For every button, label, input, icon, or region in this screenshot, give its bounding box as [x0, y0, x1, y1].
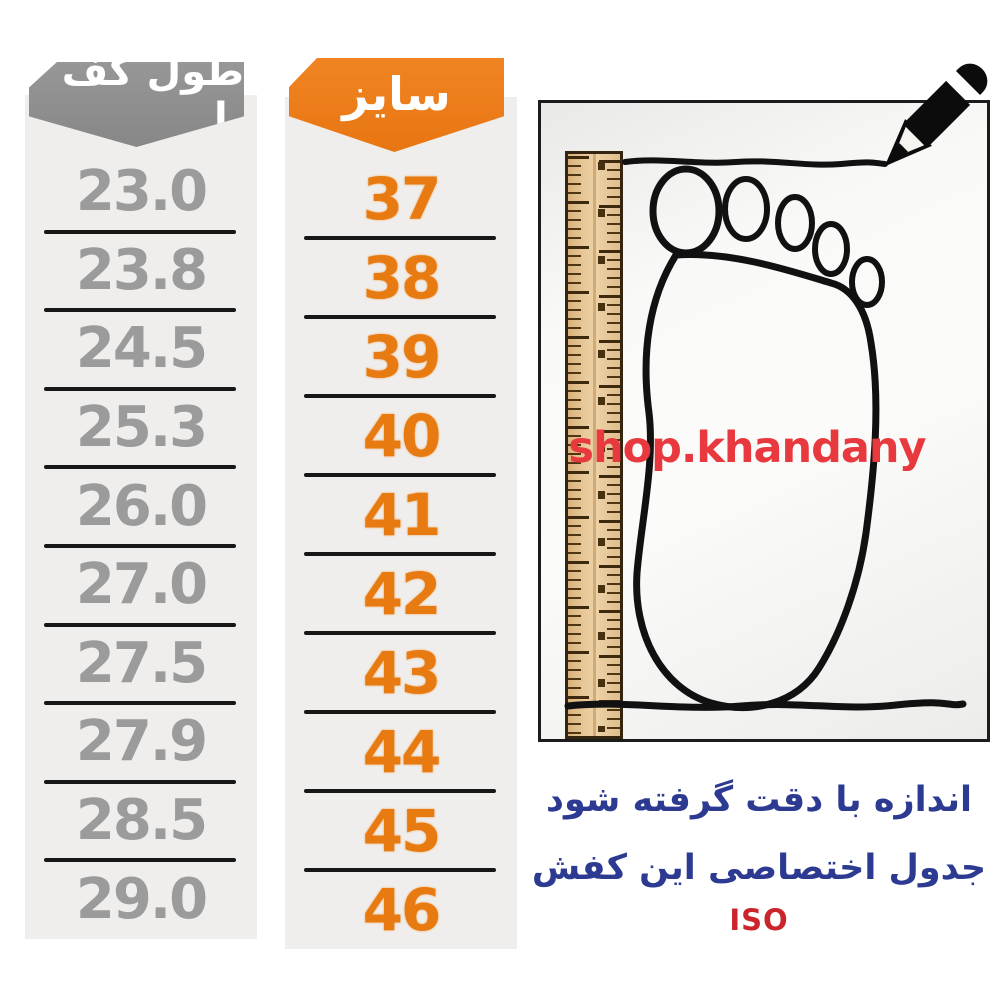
table-row: 24.5 — [25, 310, 257, 391]
note-measure-carefully: اندازه با دقت گرفته شود — [546, 780, 972, 820]
foot-outline-icon — [564, 157, 967, 712]
foot-length-value: 24.5 — [75, 316, 208, 382]
table-row: 44 — [285, 712, 517, 793]
size-header-label: سایز — [342, 67, 451, 121]
size-value: 44 — [362, 717, 442, 786]
pencil-icon — [884, 63, 988, 167]
foot-length-value: 27.9 — [75, 709, 208, 775]
sketch-line-bottom — [564, 699, 967, 711]
table-row: 41 — [285, 475, 517, 556]
foot-length-value: 23.8 — [75, 237, 208, 303]
notes: اندازه با دقت گرفته شود جدول اختصاصی این… — [528, 766, 990, 937]
size-value: 39 — [362, 322, 442, 391]
table-row: 46 — [285, 870, 517, 949]
size-value: 43 — [362, 638, 442, 707]
size-values: 37 38 39 40 41 42 43 44 45 46 — [285, 97, 517, 949]
measurement-illustration-card: shop.khandany — [538, 63, 990, 742]
size-value: 40 — [362, 401, 442, 470]
table-row: 43 — [285, 633, 517, 714]
size-column: سایز 37 38 39 40 41 42 43 44 45 46 — [285, 58, 517, 949]
ruler-icon — [565, 151, 623, 739]
table-row: 28.5 — [25, 782, 257, 862]
foot-length-column: طول کف پا 23.0 23.8 24.5 25.3 26.0 27.0 … — [25, 62, 257, 939]
table-row: 27.5 — [25, 625, 257, 705]
table-row: 39 — [285, 317, 517, 398]
sketch-line-top — [622, 157, 888, 168]
table-row: 38 — [285, 238, 517, 319]
size-value: 41 — [362, 480, 442, 549]
size-value: 42 — [362, 559, 442, 628]
table-row: 26.0 — [25, 467, 257, 548]
table-row: 40 — [285, 396, 517, 477]
foot-length-value: 23.0 — [75, 159, 208, 225]
size-value: 46 — [362, 875, 442, 944]
foot-length-value: 28.5 — [75, 788, 208, 854]
table-row: 27.9 — [25, 703, 257, 784]
size-value: 38 — [362, 243, 442, 312]
foot-length-value: 26.0 — [75, 473, 208, 539]
table-row: 25.3 — [25, 389, 257, 469]
table-row: 37 — [285, 159, 517, 240]
table-row: 27.0 — [25, 546, 257, 627]
foot-length-value: 27.5 — [75, 630, 208, 696]
table-row: 42 — [285, 554, 517, 635]
size-value: 45 — [362, 796, 442, 865]
foot-length-value: 27.0 — [75, 552, 208, 618]
table-row: 29.0 — [25, 860, 257, 939]
table-row: 23.8 — [25, 232, 257, 312]
foot-length-values: 23.0 23.8 24.5 25.3 26.0 27.0 27.5 27.9 … — [25, 95, 257, 939]
iso-label: ISO — [729, 902, 789, 937]
table-row: 45 — [285, 791, 517, 872]
foot-length-value: 29.0 — [75, 866, 208, 932]
size-value: 37 — [362, 164, 442, 233]
watermark: shop.khandany — [568, 423, 926, 473]
note-exclusive-table: جدول اختصاصی این کفش — [531, 848, 987, 889]
table-row: 23.0 — [25, 153, 257, 234]
foot-length-value: 25.3 — [75, 395, 208, 461]
foot-length-header-label: طول کف پا — [61, 48, 244, 141]
